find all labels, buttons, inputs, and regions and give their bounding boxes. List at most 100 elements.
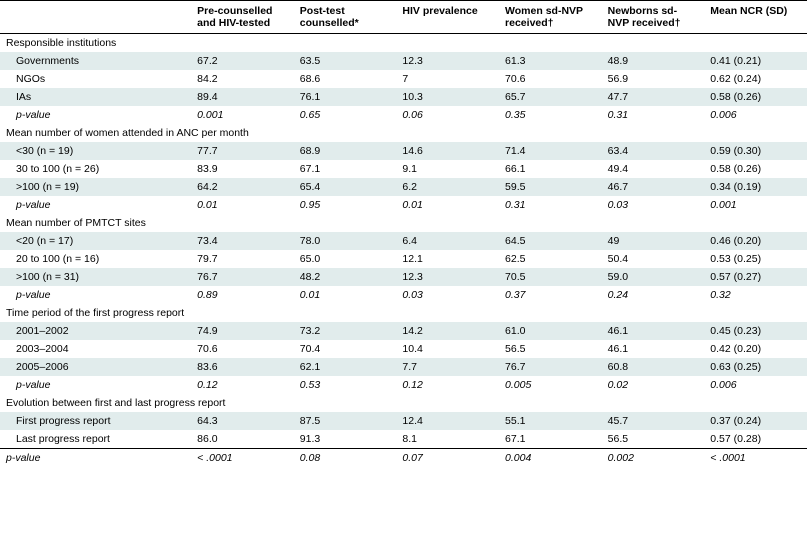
cell-value: 62.1 <box>294 358 397 376</box>
table-row: 2003–200470.670.410.456.546.10.42 (0.20) <box>0 340 807 358</box>
cell-value: 70.6 <box>499 70 602 88</box>
cell-value: 68.9 <box>294 142 397 160</box>
pvalue-row: p-value0.890.010.030.370.240.32 <box>0 286 807 304</box>
row-label: IAs <box>0 88 191 106</box>
cell-value: 6.4 <box>396 232 499 250</box>
cell-value: 0.31 <box>499 196 602 214</box>
header-blank <box>0 1 191 34</box>
section-title: Evolution between first and last progres… <box>0 394 807 412</box>
cell-value: 70.4 <box>294 340 397 358</box>
cell-value: 0.41 (0.21) <box>704 52 807 70</box>
cell-value: 84.2 <box>191 70 294 88</box>
section-title: Time period of the first progress report <box>0 304 807 322</box>
row-label: <20 (n = 17) <box>0 232 191 250</box>
section-header: Responsible institutions <box>0 34 807 53</box>
section-header: Mean number of PMTCT sites <box>0 214 807 232</box>
row-label: 2005–2006 <box>0 358 191 376</box>
cell-value: 76.7 <box>499 358 602 376</box>
cell-value: 78.0 <box>294 232 397 250</box>
cell-value: 67.1 <box>499 430 602 449</box>
cell-value: 87.5 <box>294 412 397 430</box>
cell-value: 0.59 (0.30) <box>704 142 807 160</box>
cell-value: 66.1 <box>499 160 602 178</box>
cell-value: 61.3 <box>499 52 602 70</box>
cell-value: 91.3 <box>294 430 397 449</box>
row-label: 20 to 100 (n = 16) <box>0 250 191 268</box>
cell-value: 76.1 <box>294 88 397 106</box>
cell-value: 74.9 <box>191 322 294 340</box>
cell-value: 0.004 <box>499 449 602 468</box>
cell-value: 68.6 <box>294 70 397 88</box>
cell-value: 83.6 <box>191 358 294 376</box>
cell-value: 73.2 <box>294 322 397 340</box>
cell-value: 49.4 <box>602 160 705 178</box>
cell-value: 50.4 <box>602 250 705 268</box>
cell-value: 0.005 <box>499 376 602 394</box>
cell-value: 83.9 <box>191 160 294 178</box>
header-col-6: Mean NCR (SD) <box>704 1 807 34</box>
table-row: Governments67.263.512.361.348.90.41 (0.2… <box>0 52 807 70</box>
cell-value: 0.001 <box>191 106 294 124</box>
cell-value: 64.2 <box>191 178 294 196</box>
pvalue-row: p-value0.0010.650.060.350.310.006 <box>0 106 807 124</box>
cell-value: 0.01 <box>396 196 499 214</box>
cell-value: 0.006 <box>704 376 807 394</box>
header-col-3: HIV prevalence <box>396 1 499 34</box>
cell-value: 70.5 <box>499 268 602 286</box>
cell-value: 47.7 <box>602 88 705 106</box>
cell-value: 0.07 <box>396 449 499 468</box>
cell-value: 0.53 <box>294 376 397 394</box>
cell-value: 0.95 <box>294 196 397 214</box>
cell-value: 0.46 (0.20) <box>704 232 807 250</box>
cell-value: 63.4 <box>602 142 705 160</box>
row-label: p-value <box>0 376 191 394</box>
cell-value: 46.1 <box>602 322 705 340</box>
cell-value: 7.7 <box>396 358 499 376</box>
cell-value: 70.6 <box>191 340 294 358</box>
cell-value: 0.12 <box>396 376 499 394</box>
section-header: Mean number of women attended in ANC per… <box>0 124 807 142</box>
cell-value: 0.34 (0.19) <box>704 178 807 196</box>
row-label: First progress report <box>0 412 191 430</box>
table-row: 2005–200683.662.17.776.760.80.63 (0.25) <box>0 358 807 376</box>
cell-value: 89.4 <box>191 88 294 106</box>
cell-value: 49 <box>602 232 705 250</box>
cell-value: < .0001 <box>191 449 294 468</box>
cell-value: 0.03 <box>602 196 705 214</box>
pvalue-row: p-value0.010.950.010.310.030.001 <box>0 196 807 214</box>
section-title: Mean number of women attended in ANC per… <box>0 124 807 142</box>
cell-value: 0.02 <box>602 376 705 394</box>
cell-value: 67.1 <box>294 160 397 178</box>
row-label: Governments <box>0 52 191 70</box>
cell-value: < .0001 <box>704 449 807 468</box>
table-row: 20 to 100 (n = 16)79.765.012.162.550.40.… <box>0 250 807 268</box>
header-col-2: Post-test counselled* <box>294 1 397 34</box>
cell-value: 0.32 <box>704 286 807 304</box>
cell-value: 0.006 <box>704 106 807 124</box>
pvalue-row: p-value0.120.530.120.0050.020.006 <box>0 376 807 394</box>
row-label: p-value <box>0 106 191 124</box>
cell-value: 45.7 <box>602 412 705 430</box>
row-label: NGOs <box>0 70 191 88</box>
table-row: First progress report64.387.512.455.145.… <box>0 412 807 430</box>
cell-value: 65.0 <box>294 250 397 268</box>
header-col-4: Women sd-NVP received† <box>499 1 602 34</box>
cell-value: 10.3 <box>396 88 499 106</box>
cell-value: 86.0 <box>191 430 294 449</box>
table-row: 30 to 100 (n = 26)83.967.19.166.149.40.5… <box>0 160 807 178</box>
cell-value: 77.7 <box>191 142 294 160</box>
row-label: p-value <box>0 196 191 214</box>
cell-value: 79.7 <box>191 250 294 268</box>
cell-value: 12.4 <box>396 412 499 430</box>
cell-value: 0.53 (0.25) <box>704 250 807 268</box>
cell-value: 0.45 (0.23) <box>704 322 807 340</box>
cell-value: 0.57 (0.28) <box>704 430 807 449</box>
table-row: >100 (n = 19)64.265.46.259.546.70.34 (0.… <box>0 178 807 196</box>
cell-value: 46.1 <box>602 340 705 358</box>
row-label: 2001–2002 <box>0 322 191 340</box>
cell-value: 0.31 <box>602 106 705 124</box>
section-title: Responsible institutions <box>0 34 807 53</box>
row-label: p-value <box>0 449 191 468</box>
cell-value: 63.5 <box>294 52 397 70</box>
table-row: <20 (n = 17)73.478.06.464.5490.46 (0.20) <box>0 232 807 250</box>
